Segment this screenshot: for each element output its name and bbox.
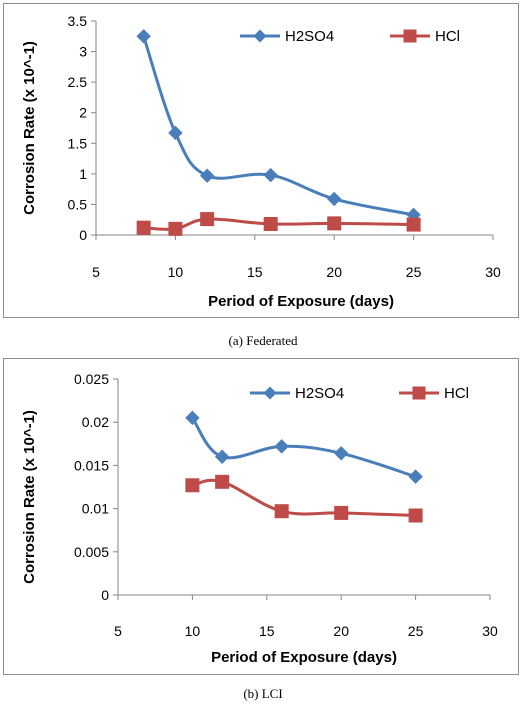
caption-federated: (a) Federated bbox=[228, 333, 298, 348]
y-tick-label: 3 bbox=[79, 44, 87, 60]
legend-label-h2so4: H2SO4 bbox=[285, 28, 334, 45]
y-axis-title: Corrosion Rate (x 10^-1) bbox=[21, 41, 38, 215]
legend-label-h2so4: H2SO4 bbox=[295, 385, 344, 402]
legend-marker-h2so4 bbox=[253, 29, 267, 43]
data-point-hcl bbox=[200, 212, 215, 227]
chart-frame-lci: 0 0.005 0.01 0.015 0.02 0.025 5 10 15 20 25 30 Perio… bbox=[3, 358, 519, 675]
x-tick-label: 25 bbox=[406, 264, 422, 280]
y-tick-label: 2.5 bbox=[68, 74, 88, 90]
data-point-h2so4 bbox=[136, 29, 151, 44]
data-point-hcl bbox=[406, 217, 421, 232]
x-tick-label: 20 bbox=[326, 264, 342, 280]
data-point-hcl bbox=[274, 504, 289, 519]
x-tick-label: 10 bbox=[168, 264, 184, 280]
data-point-hcl bbox=[215, 474, 230, 489]
data-point-hcl bbox=[334, 505, 349, 520]
data-point-h2so4 bbox=[185, 410, 200, 426]
series-line-h2so4 bbox=[190, 416, 418, 479]
y-tick-label: 1 bbox=[79, 166, 87, 182]
series-line-h2so4 bbox=[142, 34, 416, 217]
legend-marker-hcl bbox=[412, 386, 426, 400]
y-tick-label: 0.01 bbox=[82, 501, 109, 517]
data-point-h2so4 bbox=[408, 469, 423, 484]
y-tick-label: 0 bbox=[79, 227, 87, 243]
data-point-hcl bbox=[327, 216, 342, 231]
y-tick-label: 1.5 bbox=[68, 135, 88, 151]
data-point-h2so4 bbox=[168, 125, 183, 141]
x-tick-label: 15 bbox=[259, 623, 275, 639]
caption-lci: (b) LCI bbox=[243, 686, 283, 701]
chart-lci: 0 0.005 0.01 0.015 0.02 0.025 5 10 15 20 25 30 Perio… bbox=[21, 371, 498, 666]
data-point-h2so4 bbox=[199, 168, 215, 183]
legend-marker-hcl bbox=[403, 29, 417, 43]
data-point-h2so4 bbox=[326, 191, 342, 207]
y-tick-label: 3.5 bbox=[68, 13, 88, 29]
x-tick-label: 25 bbox=[408, 623, 424, 639]
chart-federated: 0 0.5 1 1.5 2 2.5 3 3.5 5 10 15 20 25 30 Period of Exp… bbox=[21, 13, 501, 310]
data-point-h2so4 bbox=[214, 449, 230, 464]
chart-frame-federated: 0 0.5 1 1.5 2 2.5 3 3.5 5 10 15 20 25 30 Period of Exp… bbox=[3, 3, 519, 318]
data-point-h2so4 bbox=[274, 439, 289, 454]
x-tick-label: 15 bbox=[247, 264, 263, 280]
y-tick-label: 0.5 bbox=[68, 196, 88, 212]
x-tick-label: 10 bbox=[185, 623, 201, 639]
x-tick-label: 5 bbox=[114, 623, 122, 639]
data-point-hcl bbox=[263, 216, 278, 231]
data-point-hcl bbox=[185, 478, 200, 493]
y-tick-label: 0.025 bbox=[74, 371, 109, 387]
x-axis-title: Period of Exposure (days) bbox=[211, 649, 397, 666]
legend-label-hcl: HCl bbox=[435, 28, 460, 45]
legend-label-hcl: HCl bbox=[444, 385, 469, 402]
x-tick-label: 5 bbox=[92, 264, 100, 280]
series-line-hcl bbox=[142, 217, 416, 231]
y-tick-label: 2 bbox=[79, 105, 87, 121]
x-tick-label: 30 bbox=[485, 264, 501, 280]
data-point-h2so4 bbox=[333, 446, 349, 461]
y-tick-label: 0.02 bbox=[82, 414, 109, 430]
legend-marker-h2so4 bbox=[263, 386, 277, 400]
y-tick-label: 0.015 bbox=[74, 457, 109, 473]
y-tick-label: 0.005 bbox=[74, 544, 109, 560]
y-tick-label: 0 bbox=[101, 587, 109, 603]
x-axis-title: Period of Exposure (days) bbox=[208, 293, 394, 310]
data-point-hcl bbox=[136, 220, 151, 235]
x-tick-label: 30 bbox=[482, 623, 498, 639]
data-point-h2so4 bbox=[263, 167, 278, 183]
data-point-hcl bbox=[408, 508, 423, 523]
x-tick-label: 20 bbox=[333, 623, 349, 639]
data-point-hcl bbox=[168, 221, 183, 236]
y-axis-title: Corrosion Rate (x 10^-1) bbox=[21, 410, 38, 584]
